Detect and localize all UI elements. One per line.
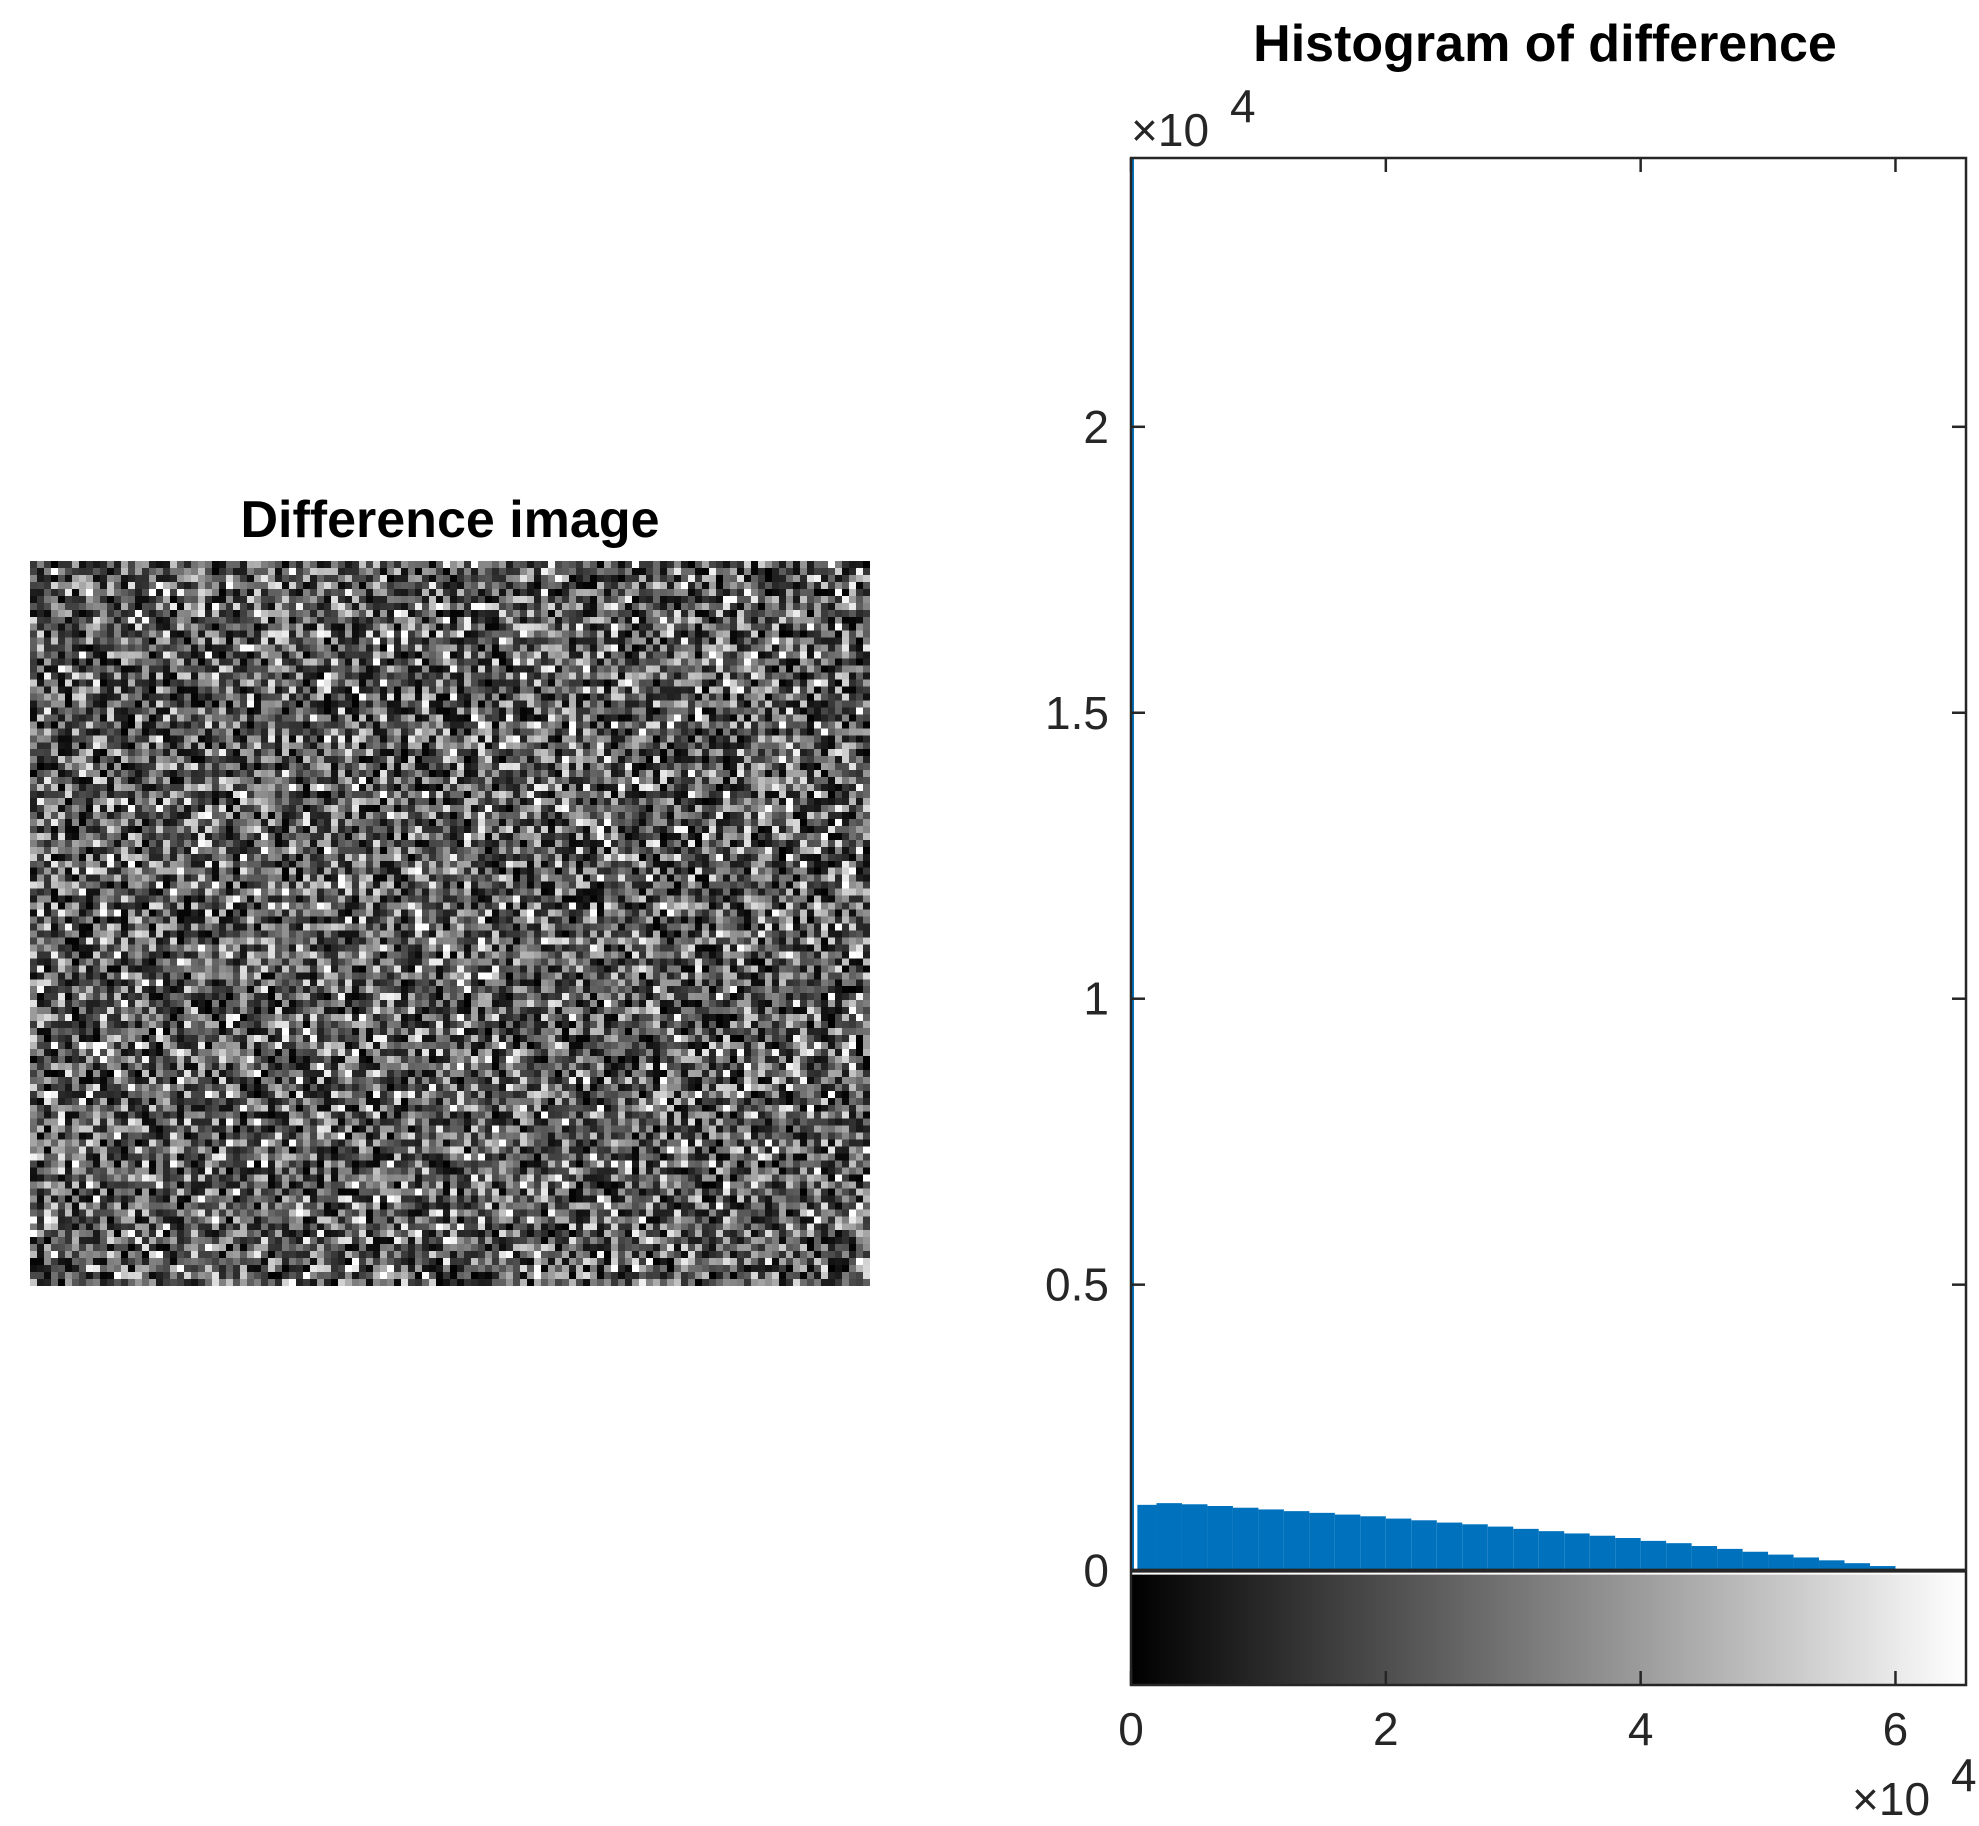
histogram-bar — [1538, 1531, 1565, 1571]
difference-image — [30, 561, 870, 1286]
histogram-bar — [1131, 158, 1134, 1571]
histogram-bar — [1742, 1551, 1769, 1571]
y-exponent-power: 4 — [1230, 80, 1256, 132]
histogram-bar — [1691, 1546, 1718, 1571]
histogram-bar — [1487, 1526, 1514, 1571]
x-exponent-label: ×10 — [1852, 1773, 1930, 1825]
difference-image-title: Difference image — [240, 491, 660, 549]
histogram-bar — [1819, 1560, 1845, 1571]
histogram-bar — [1640, 1540, 1667, 1571]
histogram-bar — [1207, 1505, 1233, 1571]
histogram-bar — [1844, 1563, 1870, 1571]
histogram-bar — [1615, 1538, 1641, 1571]
x-tick-label: 0 — [1118, 1703, 1144, 1755]
histogram-bar — [1768, 1554, 1794, 1571]
histogram-bar — [1181, 1504, 1208, 1571]
histogram-bar — [1436, 1522, 1463, 1571]
histogram-title: Histogram of difference — [1253, 15, 1837, 73]
histogram-bars — [1131, 158, 1909, 1571]
histogram-bar — [1513, 1528, 1539, 1571]
histogram-bar — [1360, 1516, 1386, 1571]
plot-frame — [1129, 156, 1968, 1687]
histogram-bar — [1137, 1504, 1157, 1571]
histogram-bar — [1411, 1520, 1437, 1571]
histogram-bar — [1156, 1503, 1182, 1571]
histogram-bar — [1666, 1543, 1692, 1571]
y-tick-label: 1 — [1083, 973, 1109, 1025]
histogram-bar — [1232, 1507, 1259, 1571]
histogram-bar — [1283, 1511, 1310, 1571]
histogram-bar — [1385, 1518, 1412, 1571]
x-tick-label: 4 — [1628, 1703, 1654, 1755]
histogram-bar — [1564, 1533, 1590, 1571]
histogram-bar — [1258, 1509, 1284, 1571]
histogram-bar — [1793, 1557, 1820, 1571]
y-tick-label: 1.5 — [1045, 687, 1109, 739]
histogram-bar — [1869, 1566, 1896, 1571]
y-tick-label: 2 — [1083, 401, 1109, 453]
histogram-bar — [1462, 1524, 1488, 1571]
x-tick-label: 6 — [1883, 1703, 1909, 1755]
y-exponent-label: ×10 — [1131, 104, 1209, 156]
y-tick-label: 0 — [1083, 1545, 1109, 1597]
x-exponent-power: 4 — [1951, 1749, 1977, 1801]
colorbar — [1131, 1574, 1966, 1685]
y-tick-label: 0.5 — [1045, 1259, 1109, 1311]
histogram-bar — [1589, 1535, 1616, 1571]
x-tick-label: 2 — [1373, 1703, 1399, 1755]
histogram-bar — [1309, 1512, 1335, 1571]
histogram-tick-labels: 0 2 4 600.511.52×10 4×10 4 — [1045, 80, 1977, 1825]
colorbar-gradient — [1131, 1574, 1966, 1685]
histogram-axes — [1129, 156, 1968, 1687]
histogram-bar — [1334, 1514, 1361, 1571]
histogram-bar — [1717, 1548, 1743, 1571]
